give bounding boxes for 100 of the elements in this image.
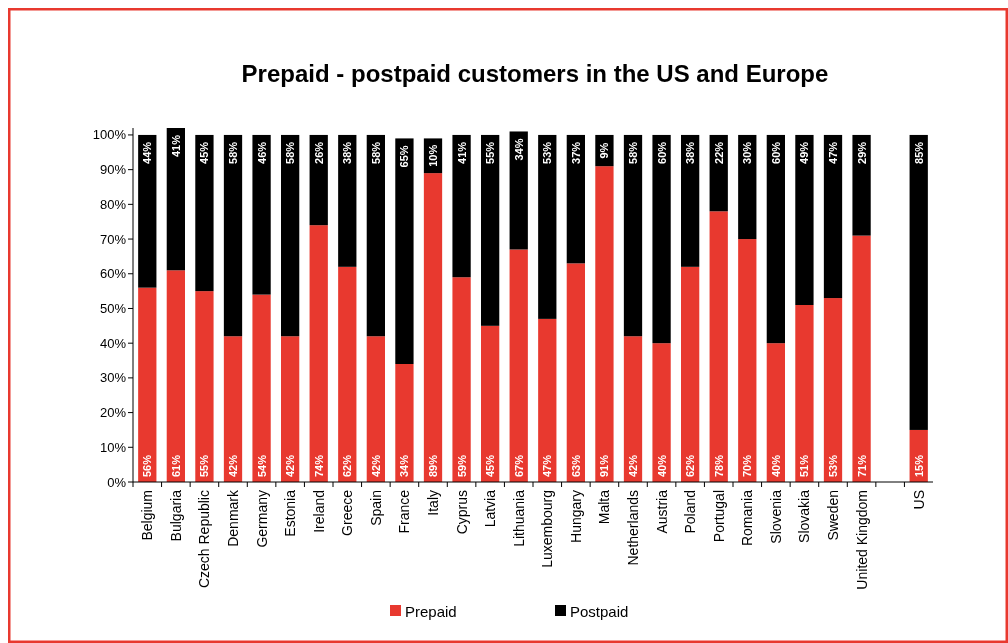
y-tick-label: 20% <box>99 405 127 421</box>
x-tick-label: Slovenia <box>767 489 784 544</box>
bar <box>509 249 528 482</box>
data-label: 78% <box>712 454 725 478</box>
data-label: 15% <box>912 454 925 478</box>
bar <box>195 134 214 292</box>
x-tick-label: Estonia <box>282 489 299 537</box>
x-tick-label: Cyprus <box>453 490 470 535</box>
x-tick-label: Denmark <box>225 489 241 547</box>
x-tick-label: Portugal <box>710 490 727 543</box>
data-label: 74% <box>312 454 325 478</box>
x-tick-label: Lithuania <box>510 489 527 547</box>
x-tick-label: Ireland <box>310 490 327 533</box>
bar <box>709 211 728 482</box>
chart-title: Prepaid - postpaid customers in the US and Europe <box>241 60 829 87</box>
bar <box>338 266 357 482</box>
data-label: 47% <box>541 454 554 478</box>
data-label: 70% <box>741 454 754 478</box>
bar <box>823 298 843 482</box>
data-label: 59% <box>455 454 468 478</box>
data-label: 10% <box>427 144 439 167</box>
bar <box>452 134 471 278</box>
data-label: 65% <box>398 145 411 168</box>
bar <box>138 134 157 288</box>
bar <box>423 173 443 482</box>
data-label: 58% <box>627 141 639 164</box>
data-label: 62% <box>341 454 354 478</box>
data-label: 22% <box>712 141 725 164</box>
x-tick-label: Poland <box>682 490 699 534</box>
bar <box>738 134 757 240</box>
x-tick-label: Romania <box>739 489 756 547</box>
bar <box>309 225 328 482</box>
x-tick-label: Belgium <box>139 490 156 541</box>
data-label: 9% <box>598 142 611 159</box>
bar <box>366 134 385 337</box>
bar <box>138 287 157 482</box>
x-tick-label: Germany <box>253 490 270 548</box>
data-label: 38% <box>684 141 697 164</box>
bar <box>395 364 414 482</box>
bar <box>481 134 500 326</box>
x-tick-label: United Kingdom <box>853 490 870 590</box>
bar <box>366 336 385 482</box>
bar <box>281 336 300 482</box>
data-label: 37% <box>569 141 582 164</box>
legend-label: Prepaid <box>405 602 457 620</box>
data-label: 53% <box>827 454 839 478</box>
data-label: 60% <box>769 141 782 164</box>
x-tick-label: Netherlands <box>625 490 641 566</box>
y-tick-label: 10% <box>99 439 127 455</box>
bar <box>566 263 585 482</box>
data-label: 41% <box>455 141 468 164</box>
y-tick-label: 80% <box>99 196 127 212</box>
data-label: 45% <box>484 454 497 478</box>
data-label: 42% <box>227 454 239 478</box>
data-label: 34% <box>398 454 411 478</box>
x-tick-label: Italy <box>425 490 441 516</box>
bar <box>309 134 328 226</box>
bar <box>166 270 185 482</box>
x-tick-label: Luxembourg <box>539 490 556 568</box>
data-label: 29% <box>855 141 868 164</box>
bar <box>766 134 785 344</box>
bar <box>566 134 585 264</box>
x-tick-label: Malta <box>596 489 613 525</box>
bar <box>252 294 271 482</box>
data-label: 62% <box>684 454 697 478</box>
bar <box>166 128 185 271</box>
x-tick-label: Slovakia <box>796 489 813 543</box>
bar <box>795 305 814 482</box>
data-label: 91% <box>598 454 611 478</box>
bar <box>681 266 700 482</box>
bar <box>652 134 671 344</box>
data-label: 26% <box>312 141 325 164</box>
y-tick-label: 70% <box>99 231 127 247</box>
bar <box>395 138 414 364</box>
data-label: 71% <box>855 454 868 478</box>
data-label: 41% <box>169 134 182 158</box>
data-label: 56% <box>141 454 154 478</box>
bar <box>852 235 871 482</box>
x-tick-label: Sweden <box>825 490 841 541</box>
x-tick-label: Czech Republic <box>196 490 213 589</box>
data-label: 55% <box>198 454 211 478</box>
x-tick-label: Greece <box>339 489 356 536</box>
bar <box>681 134 700 267</box>
bar <box>909 134 928 430</box>
bar <box>452 277 471 482</box>
data-label: 38% <box>341 141 354 164</box>
bar <box>766 343 785 482</box>
bar <box>823 134 843 299</box>
data-label: 42% <box>284 454 297 478</box>
x-tick-label: Austria <box>653 489 670 534</box>
bar <box>738 239 757 482</box>
data-label: 63% <box>569 454 582 478</box>
x-tick-label: Latvia <box>482 489 499 528</box>
data-label: 58% <box>284 141 297 164</box>
y-tick-label: 30% <box>99 370 127 386</box>
y-tick-label: 100% <box>92 127 127 143</box>
x-tick-label: Spain <box>367 490 384 526</box>
x-tick-label: Hungary <box>567 490 584 543</box>
data-label: 45% <box>198 141 211 164</box>
bar <box>652 343 671 482</box>
